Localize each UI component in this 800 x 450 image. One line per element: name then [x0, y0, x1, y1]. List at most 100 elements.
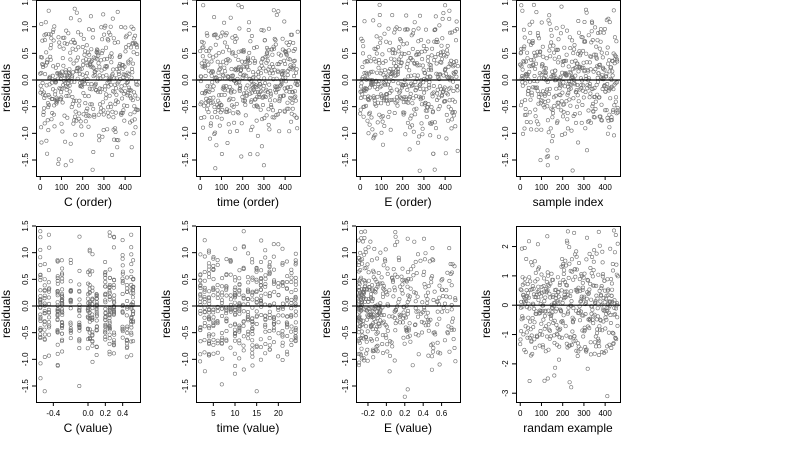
residual-point — [560, 318, 565, 323]
residual-point — [120, 324, 125, 329]
residual-point — [231, 111, 236, 116]
residual-point — [232, 300, 237, 305]
residual-point — [389, 88, 394, 93]
residual-point — [435, 340, 440, 345]
residual-point — [432, 120, 437, 125]
residual-point — [519, 299, 524, 304]
residual-point — [233, 39, 238, 44]
residual-point — [391, 61, 396, 66]
residual-point — [210, 88, 215, 93]
residual-point — [581, 83, 586, 88]
residual-point — [445, 51, 450, 56]
residual-point — [573, 338, 578, 343]
residual-point — [590, 101, 595, 106]
residual-point — [251, 56, 256, 61]
residual-point — [521, 332, 526, 337]
residual-point — [85, 296, 90, 301]
residual-point — [521, 75, 526, 80]
residual-point — [530, 284, 535, 289]
residual-point — [219, 382, 224, 387]
residual-point — [237, 26, 242, 31]
residual-point — [397, 27, 402, 32]
residual-point — [362, 71, 367, 76]
residual-point — [567, 343, 572, 348]
residual-point — [611, 341, 616, 346]
residual-point — [92, 83, 97, 88]
residual-point — [215, 283, 220, 288]
residual-point — [237, 329, 242, 334]
residual-point — [74, 118, 79, 123]
residual-point — [134, 107, 139, 112]
residual-point — [431, 297, 436, 302]
residual-point — [213, 32, 218, 37]
residual-point — [74, 98, 79, 103]
residual-point — [357, 285, 361, 290]
residual-point — [597, 324, 602, 329]
residual-point — [427, 74, 432, 79]
residual-point — [287, 129, 292, 134]
residual-point — [60, 272, 65, 277]
residual-point — [255, 104, 260, 109]
residual-point — [388, 86, 393, 91]
residual-point — [201, 64, 206, 69]
residual-point — [454, 59, 459, 64]
residual-point — [581, 60, 586, 65]
residual-point — [111, 245, 116, 250]
residual-point — [527, 79, 532, 84]
residual-point — [600, 274, 605, 279]
residual-point — [580, 328, 585, 333]
residual-point — [578, 51, 583, 56]
points — [358, 2, 460, 173]
residual-point — [90, 167, 95, 172]
residual-point — [277, 99, 282, 104]
residual-point — [564, 238, 569, 243]
residual-point — [94, 345, 99, 350]
residual-point — [393, 328, 398, 333]
residual-point — [250, 338, 255, 343]
residual-point — [219, 337, 224, 342]
residual-point — [254, 45, 259, 50]
residual-point — [376, 82, 381, 87]
residual-point — [89, 47, 94, 52]
residual-point — [386, 26, 391, 31]
residual-point — [104, 73, 109, 78]
x-tick-label: 400 — [278, 183, 292, 192]
residual-point — [584, 349, 589, 354]
residual-point — [614, 337, 619, 342]
residual-point — [387, 369, 392, 374]
residual-point — [590, 307, 595, 312]
residual-point — [595, 306, 600, 311]
residual-point — [574, 104, 579, 109]
residual-point — [289, 342, 294, 347]
residual-point — [250, 257, 255, 262]
residual-point — [112, 304, 117, 309]
residual-point — [103, 272, 108, 277]
y-tick-label: 1.5 — [21, 0, 30, 6]
residual-point — [375, 256, 380, 261]
residual-point — [215, 288, 220, 293]
residual-point — [372, 246, 377, 251]
residual-point — [43, 32, 48, 37]
residual-point — [591, 109, 596, 114]
residual-point — [76, 45, 81, 50]
residual-point — [103, 96, 108, 101]
residual-point — [586, 291, 591, 296]
residual-point — [596, 336, 601, 341]
residual-point — [90, 288, 95, 293]
residual-point — [554, 26, 559, 31]
residual-point — [554, 86, 559, 91]
residual-point — [586, 278, 591, 283]
residual-point — [413, 306, 418, 311]
residual-point — [524, 112, 529, 117]
residual-point — [374, 34, 379, 39]
residual-point — [231, 104, 236, 109]
residual-point — [552, 50, 557, 55]
residual-point — [413, 259, 418, 264]
residual-point — [429, 354, 434, 359]
residual-point — [135, 45, 140, 50]
residual-point — [592, 115, 597, 120]
residual-point — [51, 38, 56, 43]
residual-point — [120, 278, 125, 283]
residual-point — [284, 349, 289, 354]
